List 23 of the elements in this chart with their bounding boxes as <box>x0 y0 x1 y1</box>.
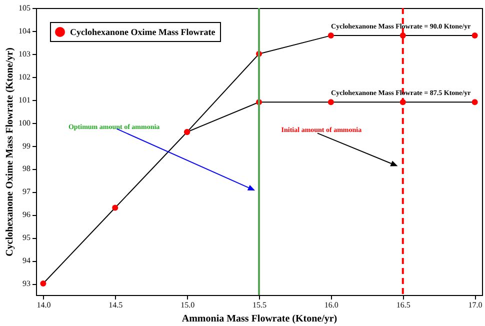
y-tick-label: 98 <box>22 164 30 174</box>
y-tick-label: 94 <box>22 256 30 266</box>
x-tick-label: 14.5 <box>108 300 123 310</box>
y-tick-label: 95 <box>22 233 30 242</box>
x-tick-label: 15.0 <box>180 300 195 310</box>
y-tick-label: 100 <box>18 118 30 128</box>
y-tick-label: 105 <box>18 4 30 12</box>
x-axis-title: Ammonia Mass Flowrate (Ktone/yr) <box>182 314 338 324</box>
y-tick-label: 93 <box>22 279 30 288</box>
x-tick-label: 15.5 <box>252 300 266 310</box>
y-tick-label: 97 <box>22 187 30 196</box>
y-axis-title: Cyclohexanone Oxime Mass Flowrate (Ktone/yr) <box>4 48 16 256</box>
legend-label: Cyclohexanone Oxime Mass Flowrate <box>70 27 216 37</box>
y-tick-label: 99 <box>22 141 30 150</box>
y-tick-label: 96 <box>22 210 30 220</box>
x-tick-label: 16.0 <box>324 300 338 310</box>
y-tick-label: 102 <box>18 72 30 82</box>
x-tick-label: 16.5 <box>396 300 410 310</box>
y-tick-label: 103 <box>18 49 30 58</box>
x-tick-label: 17.0 <box>468 300 482 310</box>
y-tick-label: 101 <box>18 95 30 104</box>
x-tick-label: 14.0 <box>36 300 51 310</box>
y-tick-label: 104 <box>18 26 30 36</box>
